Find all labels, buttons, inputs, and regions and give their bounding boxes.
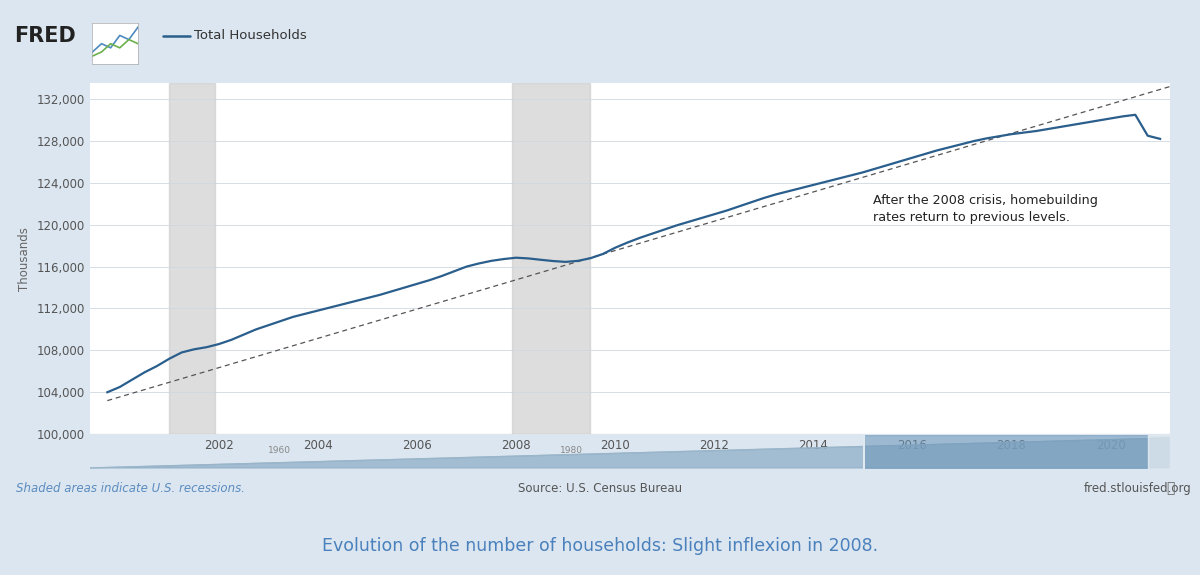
Text: fred.stlouisfed.org: fred.stlouisfed.org <box>1084 482 1192 495</box>
Bar <box>1148 435 1170 469</box>
Text: 1980: 1980 <box>560 446 583 455</box>
Text: ⤢: ⤢ <box>1166 482 1175 496</box>
Polygon shape <box>90 438 1170 468</box>
Text: FRED: FRED <box>14 26 76 45</box>
Y-axis label: Thousands: Thousands <box>18 227 31 291</box>
Bar <box>864 435 1170 469</box>
Text: Shaded areas indicate U.S. recessions.: Shaded areas indicate U.S. recessions. <box>16 482 245 495</box>
Text: Evolution of the number of households: Slight inflexion in 2008.: Evolution of the number of households: S… <box>322 536 878 555</box>
Bar <box>512 83 590 434</box>
Bar <box>169 83 215 434</box>
Text: 1960: 1960 <box>269 446 292 455</box>
Text: After the 2008 crisis, homebuilding
rates return to previous levels.: After the 2008 crisis, homebuilding rate… <box>872 194 1098 224</box>
Text: Total Households: Total Households <box>194 29 307 42</box>
Text: Source: U.S. Census Bureau: Source: U.S. Census Bureau <box>518 482 682 495</box>
